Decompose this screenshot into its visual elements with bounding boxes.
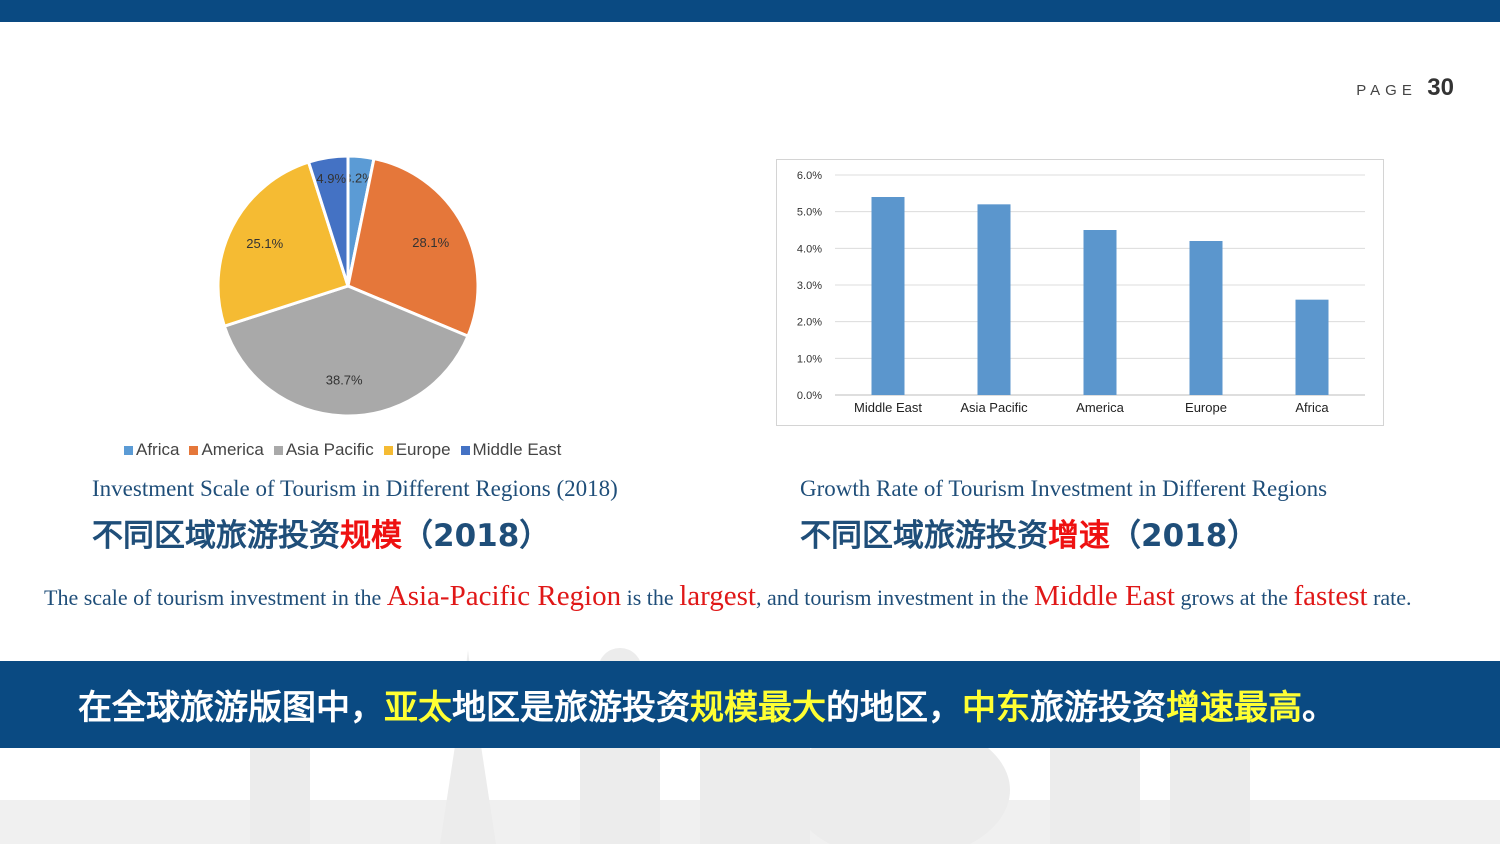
legend-swatch-asia-pacific (273, 445, 283, 455)
pie-label-middle-east: 4.9% (316, 171, 346, 186)
legend-swatch-america (189, 445, 199, 455)
right-caption-en: Growth Rate of Tourism Investment in Dif… (800, 476, 1328, 501)
y-tick-label: 5.0% (797, 207, 822, 219)
legend-item-asia-pacific: Asia Pacific (273, 440, 374, 460)
legend-item-europe: Europe (383, 440, 451, 460)
x-tick-label-america: America (1076, 400, 1124, 415)
pie-chart-svg: 3.2% 28.1% 38.7% 25.1% 4.9% (216, 154, 480, 418)
bar-chart-svg: 0.0% 1.0% 2.0% 3.0% 4.0% 5.0% 6.0% Middle East A… (797, 170, 1365, 415)
y-tick-label: 6.0% (797, 170, 822, 182)
legend-label-africa: Africa (136, 440, 180, 459)
y-tick-label: 1.0% (797, 353, 822, 365)
y-tick-label: 2.0% (797, 317, 822, 329)
banner-highlight-middle-east: 中东 (962, 688, 1030, 728)
banner-text-5: 。 (1302, 688, 1336, 728)
legend-item-america: America (189, 440, 264, 460)
banner-text-4: 旅游投资 (1030, 688, 1166, 728)
pie-label-europe: 25.1% (246, 236, 283, 251)
y-tick-label: 4.0% (797, 243, 822, 255)
legend-swatch-africa (124, 445, 133, 455)
pie-slice-middle-east (306, 154, 350, 287)
left-caption-en: Investment Scale of Tourism in Different… (92, 476, 618, 501)
bar-africa (1295, 299, 1329, 395)
right-caption-cn-post: （2018） (1110, 518, 1259, 554)
pie-legend: Africa America Asia Pacific Europe Middle Ea… (124, 440, 561, 460)
page-number: PAGE 30 (1356, 74, 1454, 102)
right-caption-cn: 不同区域旅游投资增速（2018） (800, 510, 1258, 555)
banner-highlight-asia-pacific: 亚太 (384, 688, 452, 728)
desc-highlight-asia-pacific: Asia-Pacific Region (386, 580, 622, 612)
legend-label-middle-east: Middle East (472, 440, 562, 459)
legend-swatch-middle-east (460, 445, 470, 455)
y-tick-label: 3.0% (797, 280, 822, 292)
desc-highlight-fastest: fastest (1293, 580, 1368, 612)
legend-label-europe: Europe (395, 440, 451, 459)
banner-highlight-largest-scale: 规模最大 (690, 688, 826, 728)
pie-label-africa: 3.2% (344, 170, 374, 185)
pie-slice-america (346, 156, 480, 339)
page-value: 30 (1427, 74, 1454, 101)
y-tick-label: 0.0% (797, 390, 822, 402)
desc-text-5: rate. (1367, 585, 1412, 610)
left-caption-cn: 不同区域旅游投资规模（2018） (92, 510, 550, 555)
desc-highlight-largest: largest (679, 580, 756, 612)
x-tick-label-europe: Europe (1185, 400, 1227, 415)
desc-highlight-middle-east: Middle East (1034, 580, 1175, 612)
bar-asia-pacific (977, 204, 1011, 395)
page-label: PAGE (1356, 82, 1417, 99)
pie-label-asia-pacific: 38.7% (326, 373, 363, 388)
legend-item-middle-east: Middle East (460, 440, 562, 460)
right-caption-cn-highlight: 增速 (1048, 518, 1110, 554)
bar-europe (1189, 241, 1223, 395)
left-caption-cn-pre: 不同区域旅游投资 (92, 518, 340, 554)
header-bar (0, 0, 1500, 22)
pie-slice-europe (216, 160, 350, 329)
desc-text-2: is the (621, 585, 680, 610)
banner-highlight-highest-growth: 增速最高 (1166, 688, 1302, 728)
banner-text-3: 的地区， (826, 688, 962, 728)
x-tick-label-africa: Africa (1295, 400, 1329, 415)
bar-chart: 0.0% 1.0% 2.0% 3.0% 4.0% 5.0% 6.0% Middle East A… (776, 159, 1384, 426)
pie-label-america: 28.1% (412, 235, 449, 250)
left-caption-cn-highlight: 规模 (340, 518, 402, 554)
desc-text-4: grows at the (1174, 585, 1294, 610)
legend-item-africa: Africa (124, 440, 179, 460)
legend-swatch-europe (383, 445, 393, 455)
description-paragraph: The scale of tourism investment in the A… (44, 576, 1464, 618)
right-caption-cn-pre: 不同区域旅游投资 (800, 518, 1048, 554)
x-tick-label-asia-pacific: Asia Pacific (960, 400, 1028, 415)
summary-banner: 在全球旅游版图中， 亚太 地区是旅游投资 规模最大 的地区， 中东 旅游投资 增速最高。 (0, 661, 1500, 748)
desc-text-3: , and tourism investment in the (755, 585, 1034, 610)
bar-middle-east (871, 197, 905, 395)
left-caption-cn-post: （2018） (402, 518, 551, 554)
x-tick-label-middle-east: Middle East (854, 400, 922, 415)
legend-label-america: America (201, 440, 264, 459)
pie-chart: 3.2% 28.1% 38.7% 25.1% 4.9% (100, 150, 700, 470)
legend-label-asia-pacific: Asia Pacific (285, 440, 374, 459)
desc-text-1: The scale of tourism investment in the (44, 585, 387, 610)
pie-slice-asia-pacific (222, 284, 470, 418)
banner-text-1: 在全球旅游版图中， (78, 688, 384, 728)
bar-america (1083, 230, 1117, 395)
banner-text-2: 地区是旅游投资 (452, 688, 690, 728)
